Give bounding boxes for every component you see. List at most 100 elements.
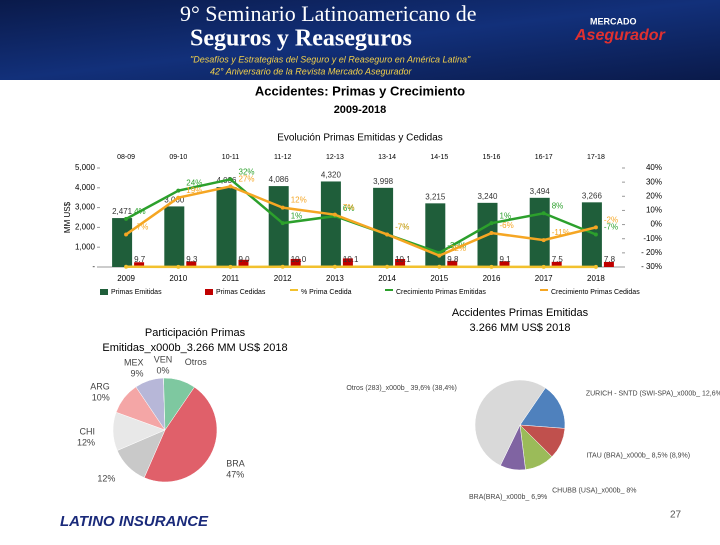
line-point [437, 265, 441, 269]
bar [425, 203, 445, 267]
point-label: 7.8 [604, 255, 616, 264]
pie-label: BRA(BRA)_x000b_ 6,9% [469, 494, 547, 501]
line-point [542, 238, 546, 242]
period-label: 09-10 [169, 154, 187, 161]
point-label: 27% [239, 174, 255, 183]
bar [582, 202, 602, 267]
period-label: 16-17 [535, 154, 553, 161]
point-label: 1% [291, 211, 303, 220]
bar [217, 187, 237, 267]
line-point [124, 232, 128, 236]
line-point [124, 265, 128, 269]
bar-label: 3,240 [477, 192, 498, 201]
pie-label: VEN [154, 354, 173, 364]
line-point [594, 232, 598, 236]
bar-label: 3,998 [373, 177, 394, 186]
y-tick-label: 4,000 [75, 183, 96, 192]
y-tick-label: 3,000 [75, 203, 96, 212]
line-point [490, 231, 494, 235]
x-tick-label: 2014 [378, 274, 396, 283]
bar [321, 181, 341, 267]
y2-tick-label: - 20% [641, 248, 662, 257]
period-label: 12-13 [326, 154, 344, 161]
line-point [490, 265, 494, 269]
bar-label: 3,494 [530, 187, 551, 196]
bar [373, 188, 393, 267]
footer-logo: LATINO INSURANCE [60, 513, 209, 530]
point-label: 9.0 [239, 255, 251, 264]
pie-value-label: 10% [92, 392, 110, 402]
pie-value-label: 9% [131, 369, 144, 379]
period-label: 10-11 [222, 154, 239, 161]
pie-value-label: 12% [77, 437, 95, 447]
pie-label: CHI [80, 426, 96, 436]
y2-tick-label: 10% [646, 206, 662, 215]
point-label: 9.1 [500, 255, 512, 264]
legend-label: Primas Cedidas [216, 289, 266, 296]
line-point [176, 265, 180, 269]
y2-tick-label: 20% [646, 191, 662, 200]
line [126, 186, 596, 255]
bar [164, 206, 184, 267]
line-point [176, 189, 180, 193]
slide-subtitle: 2009-2018 [334, 104, 387, 116]
pie-value-label: 12% [97, 474, 115, 484]
legend-swatch [540, 289, 548, 291]
line-point [333, 213, 337, 217]
line-point [385, 232, 389, 236]
point-label: -7% [134, 223, 148, 232]
period-label: 13-14 [378, 154, 396, 161]
bar [530, 198, 550, 267]
line-point [385, 265, 389, 269]
pie-label: BRA [226, 458, 245, 468]
point-label: -11% [552, 228, 570, 237]
line-point [124, 217, 128, 221]
point-label: -7% [395, 223, 409, 232]
y-tick-label: - [92, 262, 95, 271]
legend-label: Primas Emitidas [111, 289, 162, 296]
point-label: 19% [186, 186, 202, 195]
line-point [542, 211, 546, 215]
legend-swatch [100, 289, 108, 295]
x-tick-label: 2012 [274, 274, 292, 283]
brand: Asegurador [574, 27, 666, 44]
header-title: Seguros y Reaseguros [190, 26, 412, 52]
y2-tick-label: 40% [646, 163, 662, 172]
x-tick-label: 2015 [430, 274, 448, 283]
line-point [281, 221, 285, 225]
point-label: -2% [604, 216, 618, 225]
bar [269, 186, 289, 267]
y-axis-label: MM US$ [63, 201, 72, 233]
point-label: 7.5 [552, 255, 564, 264]
pie-label: ITAU (BRA)_x000b_ 8,5% (8,9%) [586, 452, 690, 459]
line-point [333, 265, 337, 269]
line-point [490, 221, 494, 225]
header-tagline: 42° Aniversario de la Revista Mercado As… [210, 66, 413, 76]
header-tagline: "Desafíos y Estrategias del Seguro y el … [190, 54, 471, 64]
legend-label: % Prima Cedida [301, 289, 352, 296]
legend-label: Crecimiento Primas Cedidas [551, 289, 640, 296]
pie-title: Emitidas_x000b_3.266 MM US$ 2018 [102, 342, 287, 354]
header-title: 9° Seminario Latinoamericano de [180, 1, 477, 26]
x-tick-label: 2011 [222, 274, 240, 283]
bar-label: 2,471 [112, 207, 133, 216]
pie-label: Otros [185, 357, 208, 367]
pie-title: 3.266 MM US$ 2018 [470, 322, 571, 334]
bar-label: 4,086 [269, 175, 290, 184]
pie-value-label: 0% [157, 365, 170, 375]
point-label: -6% [500, 221, 514, 230]
pie-label: CHUBB (USA)_x000b_ 8% [552, 487, 636, 494]
pie-title: Participación Primas [145, 327, 246, 339]
line-point [281, 265, 285, 269]
bar-label: 3,266 [582, 191, 603, 200]
point-label: 12% [291, 196, 307, 205]
line-point [176, 196, 180, 200]
period-label: 08-09 [117, 154, 135, 161]
point-label: 10.0 [291, 255, 307, 264]
line-point [594, 265, 598, 269]
x-tick-label: 2013 [326, 274, 344, 283]
point-label: 10.1 [343, 255, 359, 264]
bar-label: 4,320 [321, 171, 342, 180]
legend-swatch [205, 289, 213, 295]
